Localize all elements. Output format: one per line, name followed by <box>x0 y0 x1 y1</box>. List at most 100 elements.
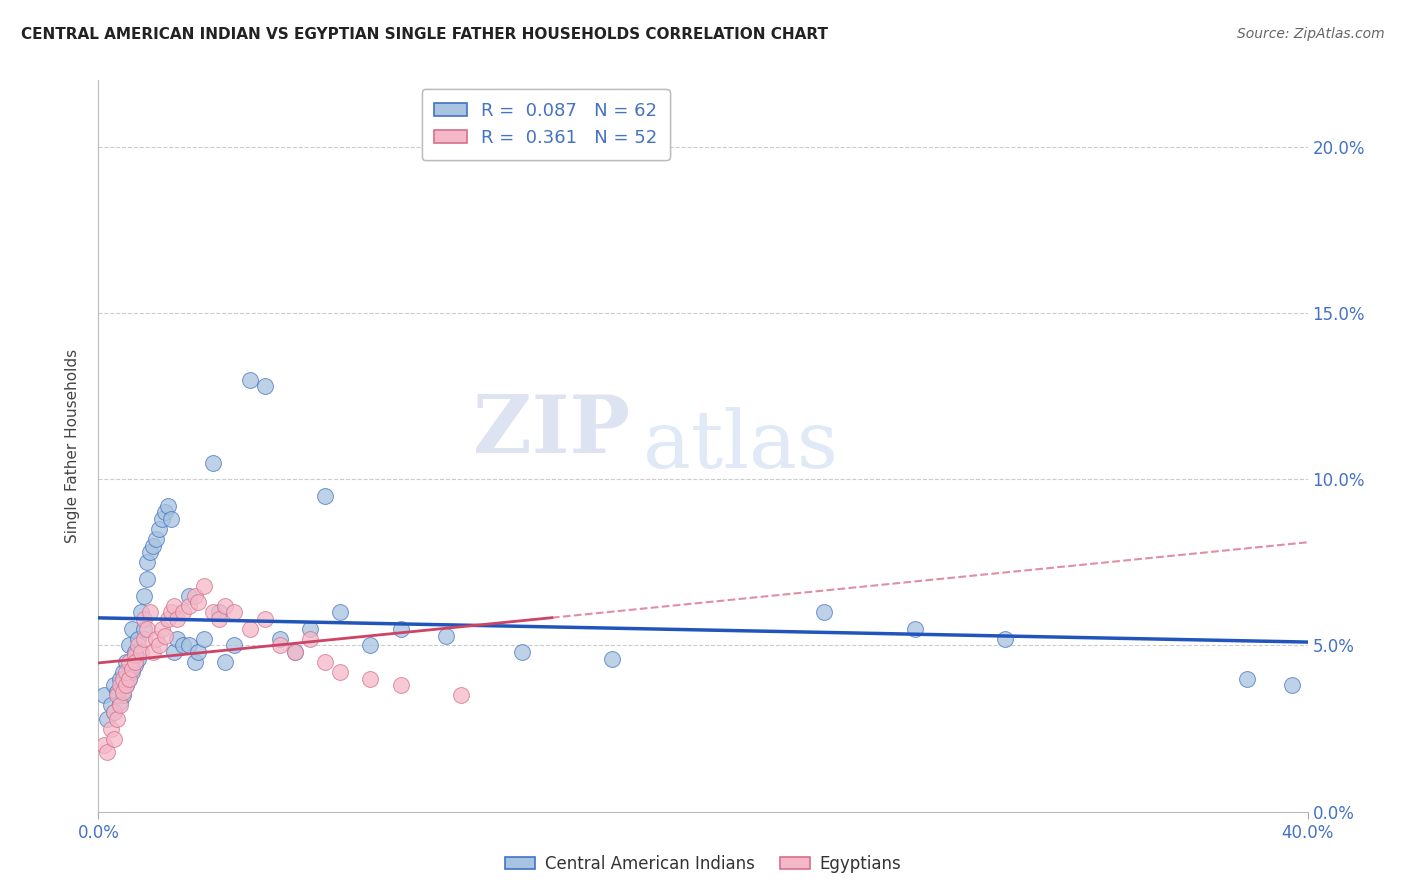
Point <box>111 672 134 686</box>
Point <box>269 639 291 653</box>
Point <box>150 622 173 636</box>
Point <box>184 589 207 603</box>
Point <box>214 655 236 669</box>
Point <box>214 599 236 613</box>
Point <box>114 678 136 692</box>
Point <box>166 612 188 626</box>
Point <box>184 655 207 669</box>
Point <box>179 589 201 603</box>
Point <box>360 639 382 653</box>
Point <box>111 665 134 679</box>
Point <box>105 712 128 726</box>
Point <box>132 622 155 636</box>
Point <box>163 645 186 659</box>
Point <box>450 689 472 703</box>
Point <box>202 605 225 619</box>
Point <box>153 506 176 520</box>
Point <box>103 731 125 746</box>
Point <box>510 645 533 659</box>
Point <box>127 639 149 653</box>
Point <box>127 632 149 646</box>
Point <box>129 645 152 659</box>
Point <box>172 639 194 653</box>
Point <box>299 622 322 636</box>
Point <box>124 658 146 673</box>
Point <box>96 745 118 759</box>
Point <box>142 539 165 553</box>
Point <box>239 372 262 386</box>
Point <box>93 738 115 752</box>
Point <box>314 655 336 669</box>
Point <box>93 689 115 703</box>
Point <box>360 672 382 686</box>
Point <box>139 545 162 559</box>
Point <box>253 379 276 393</box>
Point <box>118 639 141 653</box>
Point <box>118 672 141 686</box>
Point <box>108 678 131 692</box>
Point <box>129 605 152 619</box>
Point <box>114 665 136 679</box>
Point <box>187 595 209 609</box>
Point <box>329 665 352 679</box>
Point <box>135 622 157 636</box>
Point <box>127 652 149 666</box>
Point <box>602 652 624 666</box>
Point <box>142 645 165 659</box>
Point <box>434 628 457 642</box>
Point <box>208 612 231 626</box>
Point <box>187 645 209 659</box>
Point <box>160 512 183 526</box>
Point <box>132 632 155 646</box>
Point <box>124 655 146 669</box>
Point <box>145 632 167 646</box>
Text: CENTRAL AMERICAN INDIAN VS EGYPTIAN SINGLE FATHER HOUSEHOLDS CORRELATION CHART: CENTRAL AMERICAN INDIAN VS EGYPTIAN SING… <box>21 27 828 42</box>
Point <box>163 599 186 613</box>
Point <box>103 678 125 692</box>
Point <box>284 645 307 659</box>
Y-axis label: Single Father Households: Single Father Households <box>65 349 80 543</box>
Point <box>224 639 246 653</box>
Point <box>208 605 231 619</box>
Text: ZIP: ZIP <box>474 392 630 470</box>
Point <box>179 639 201 653</box>
Point <box>96 712 118 726</box>
Point <box>1281 678 1303 692</box>
Point <box>994 632 1017 646</box>
Point <box>153 628 176 642</box>
Point <box>121 622 143 636</box>
Point <box>108 672 131 686</box>
Point <box>124 648 146 663</box>
Point <box>114 655 136 669</box>
Point <box>124 645 146 659</box>
Point <box>329 605 352 619</box>
Point <box>132 589 155 603</box>
Point <box>139 605 162 619</box>
Point <box>135 555 157 569</box>
Point <box>103 705 125 719</box>
Point <box>813 605 835 619</box>
Point <box>105 685 128 699</box>
Point <box>148 639 170 653</box>
Point <box>145 532 167 546</box>
Point <box>166 632 188 646</box>
Point <box>100 722 122 736</box>
Point <box>108 695 131 709</box>
Text: Source: ZipAtlas.com: Source: ZipAtlas.com <box>1237 27 1385 41</box>
Point <box>193 579 215 593</box>
Point <box>179 599 201 613</box>
Point <box>389 622 412 636</box>
Point <box>224 605 246 619</box>
Point <box>253 612 276 626</box>
Point <box>284 645 307 659</box>
Point <box>193 632 215 646</box>
Point <box>103 705 125 719</box>
Point <box>314 489 336 503</box>
Point <box>121 665 143 679</box>
Legend: Central American Indians, Egyptians: Central American Indians, Egyptians <box>498 848 908 880</box>
Point <box>172 605 194 619</box>
Point <box>105 689 128 703</box>
Point <box>269 632 291 646</box>
Point <box>156 499 179 513</box>
Point <box>121 662 143 676</box>
